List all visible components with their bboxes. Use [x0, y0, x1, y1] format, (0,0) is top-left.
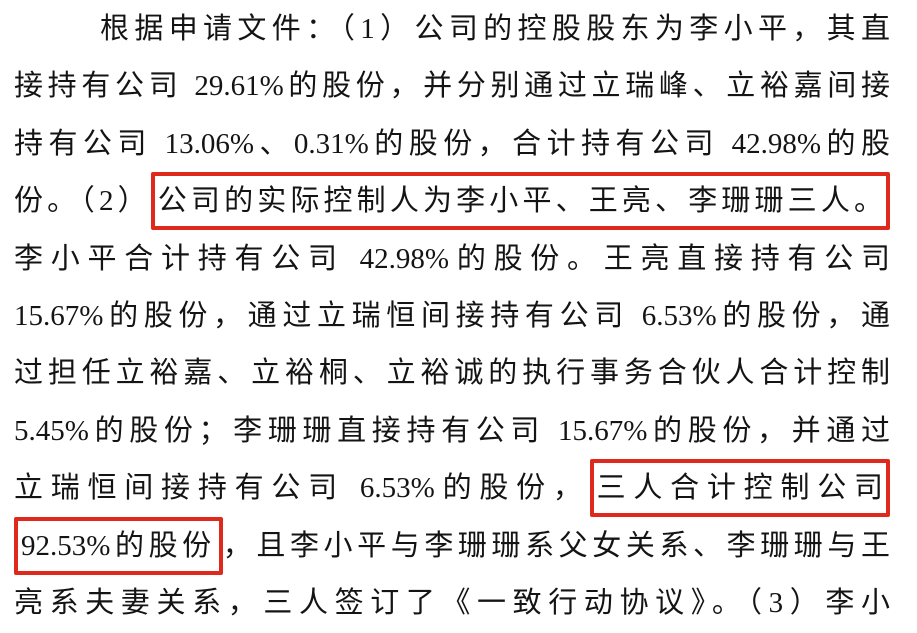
document-body: 根据申请文件：（1）公司的控股股东为李小平，其直接持有公司 29.61%的股份，… [14, 1, 890, 632]
text-segment: 15.67%的股份，通过立瑞恒间接持有公司 6.53%的股份，通 [14, 299, 890, 332]
text-line: 15.67%的股份，通过立瑞恒间接持有公司 6.53%的股份，通 [14, 288, 890, 345]
text-segment: ，且李小平与李珊珊系父女关系、李珊珊与王 [222, 529, 890, 562]
text-segment: 亮系夫妻关系，三人签订了《一致行动协议》。（3）李小 [14, 586, 890, 619]
highlight-box: 公司的实际控制人为李小平、王亮、李珊珊三人。 [150, 172, 890, 231]
text-line: 根据申请文件：（1）公司的控股股东为李小平，其直 [14, 1, 890, 58]
text-segment: 份。（2） [14, 185, 151, 218]
text-line: 92.53%的股份 ，且李小平与李珊珊系父女关系、李珊珊与王 [14, 516, 890, 575]
text-line: 亮系夫妻关系，三人签订了《一致行动协议》。（3）李小 [14, 575, 890, 632]
text-segment: 根据申请文件：（1）公司的控股股东为李小平，其直 [100, 13, 890, 45]
text-line: 立瑞恒间接持有公司 6.53%的股份， 三人合计控制公司 [14, 459, 890, 518]
text-line: 李小平合计持有公司 42.98%的股份。王亮直接持有公司 [14, 231, 890, 288]
text-line: 过担任立裕嘉、立裕桐、立裕诚的执行事务合伙人合计控制 [14, 345, 890, 402]
text-line: 接持有公司 29.61%的股份，并分别通过立瑞峰、立裕嘉间接 [14, 58, 890, 115]
text-segment: 接持有公司 29.61%的股份，并分别通过立瑞峰、立裕嘉间接 [14, 70, 890, 103]
highlight-box: 三人合计控制公司 [589, 459, 890, 518]
text-line: 持有公司 13.06%、0.31%的股份，合计持有公司 42.98%的股 [14, 116, 890, 173]
text-segment: 立瑞恒间接持有公司 6.53%的股份， [14, 472, 590, 505]
text-line: 5.45%的股份；李珊珊直接持有公司 15.67%的股份，并通过 [14, 403, 890, 460]
text-line: 份。（2） 公司的实际控制人为李小平、王亮、李珊珊三人。 [14, 172, 890, 231]
text-segment: 李小平合计持有公司 42.98%的股份。王亮直接持有公司 [14, 242, 890, 275]
highlight-box: 92.53%的股份 [14, 516, 223, 575]
text-segment: 过担任立裕嘉、立裕桐、立裕诚的执行事务合伙人合计控制 [14, 357, 890, 390]
text-segment: 5.45%的股份；李珊珊直接持有公司 15.67%的股份，并通过 [14, 414, 890, 447]
text-segment: 持有公司 13.06%、0.31%的股份，合计持有公司 42.98%的股 [14, 127, 890, 160]
